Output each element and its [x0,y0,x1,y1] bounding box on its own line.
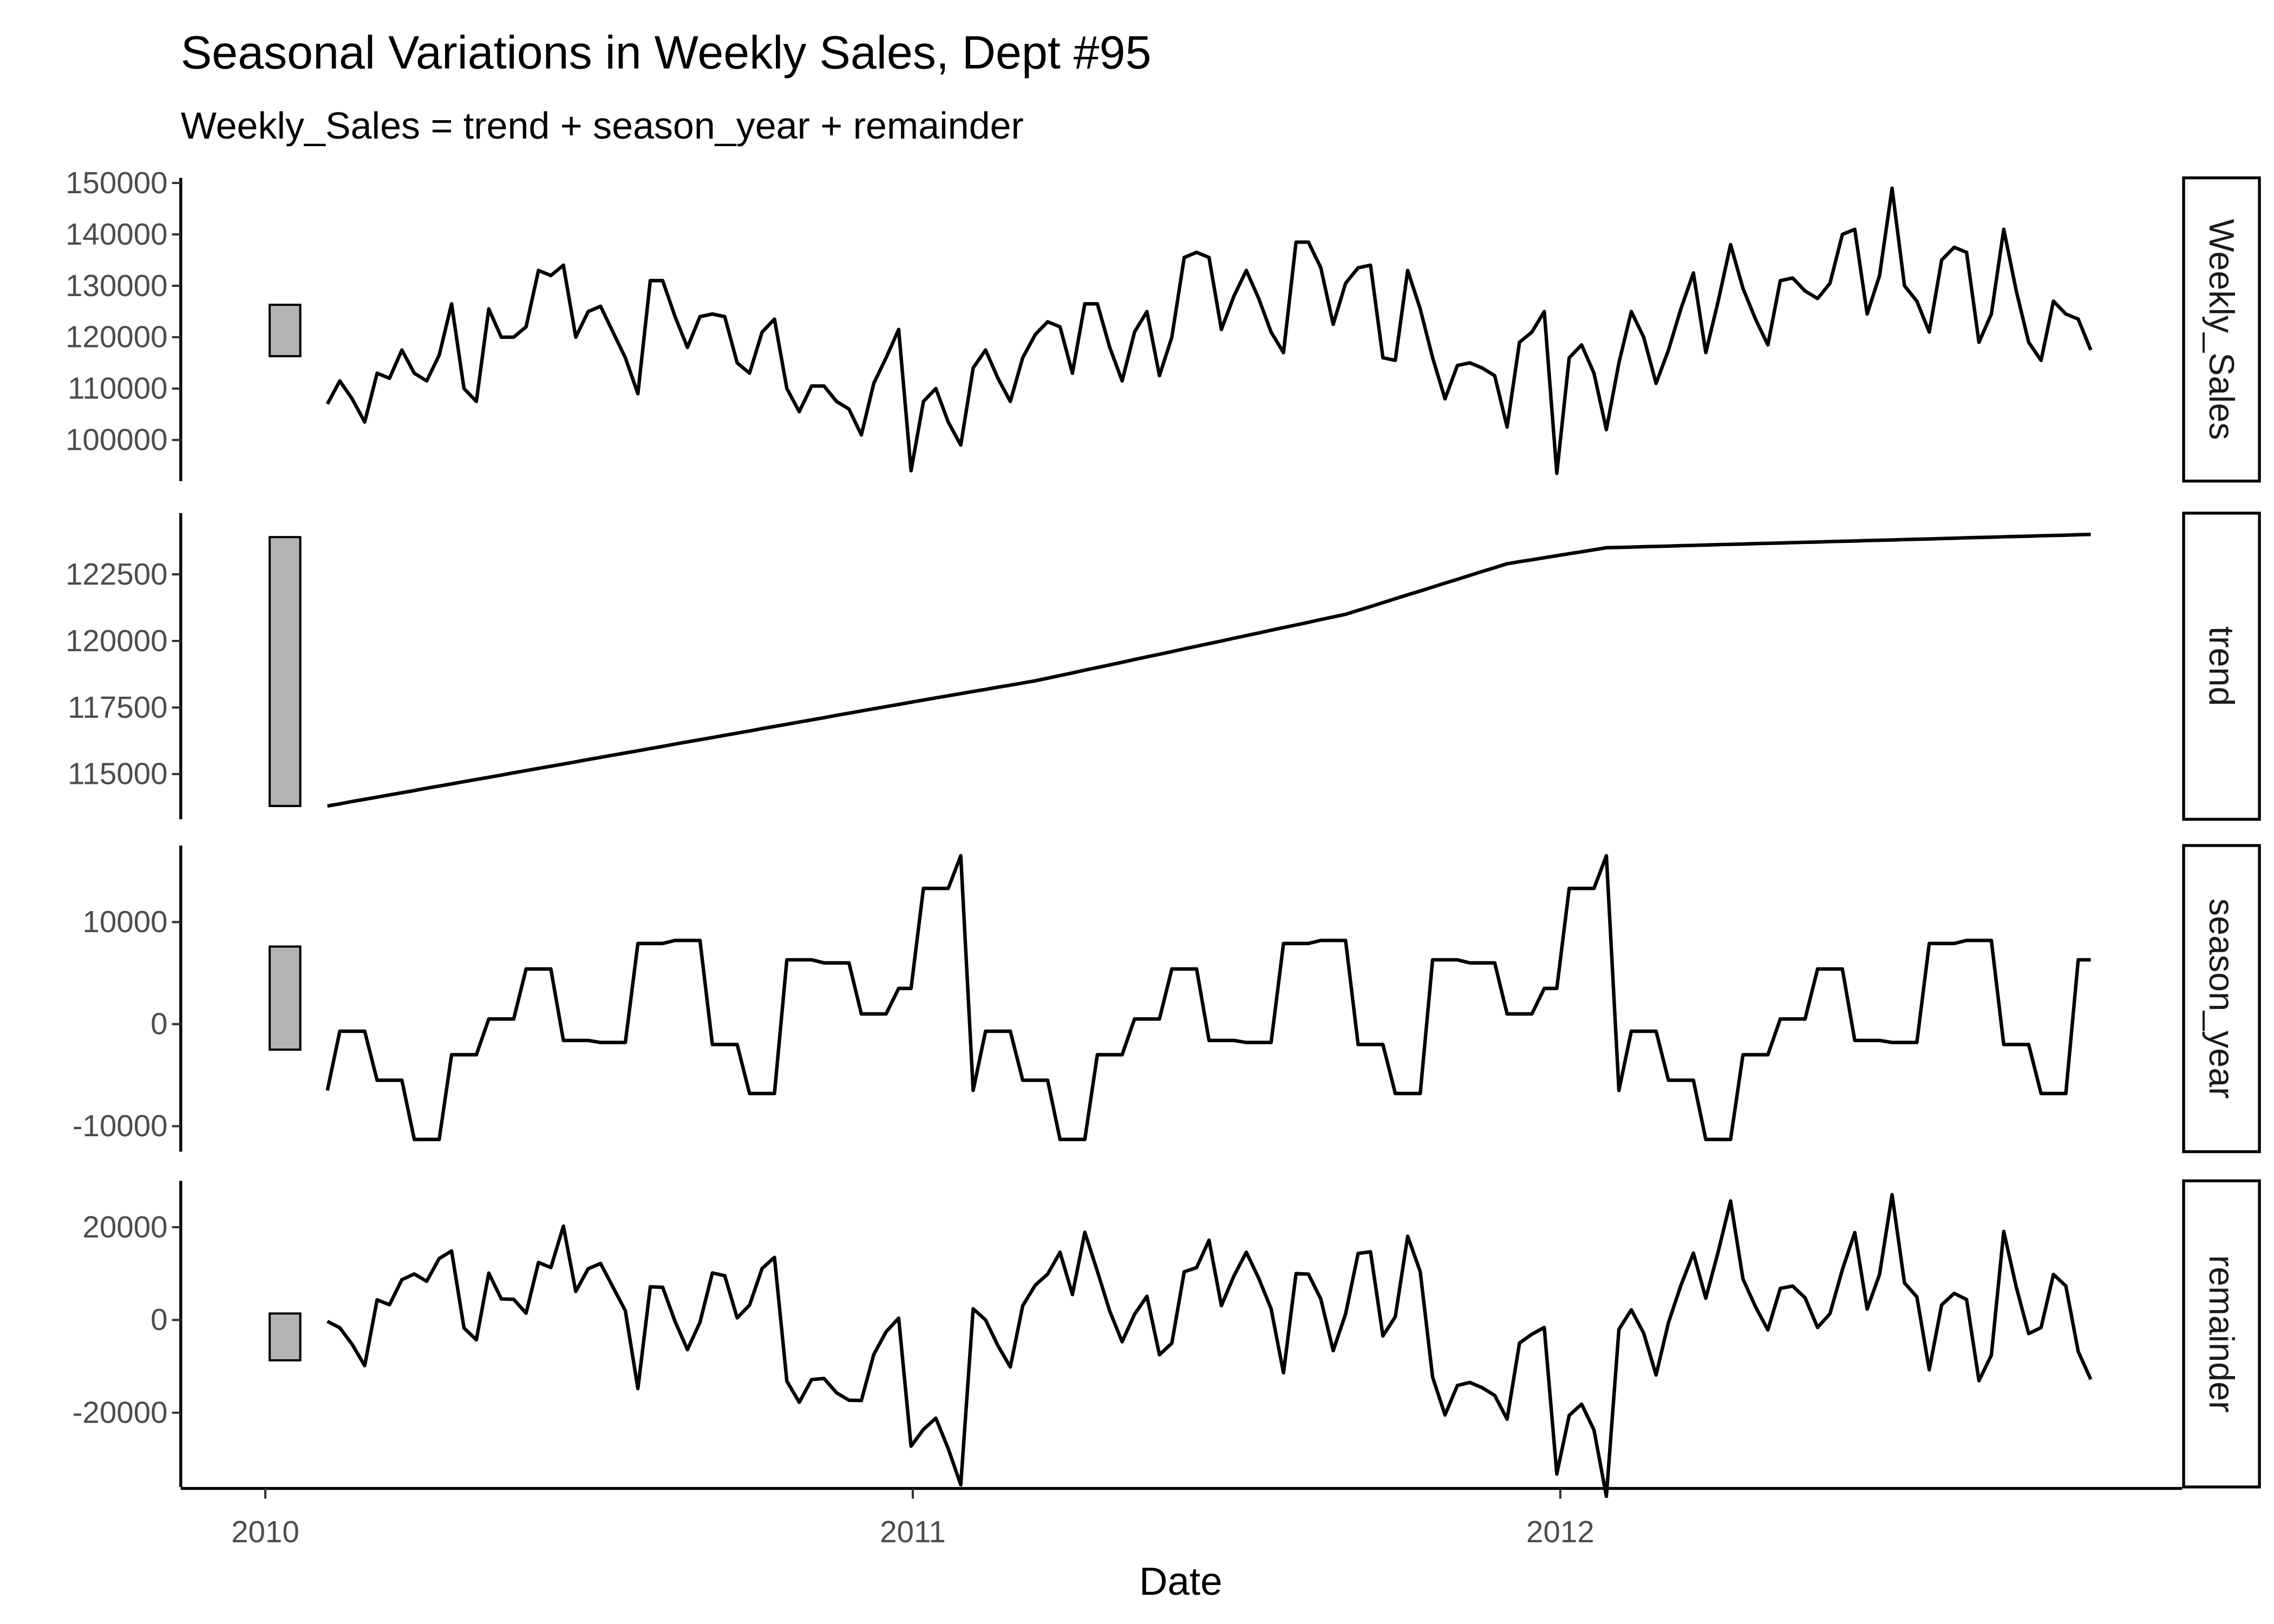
y-tick-label: 117500 [68,690,167,724]
y-tick-label: 120000 [66,624,168,658]
facet-strip-label: Weekly_Sales [2202,219,2241,440]
y-tick-label: 120000 [66,320,168,354]
y-tick-label: 115000 [68,757,167,791]
y-tick-label: 122500 [66,557,168,591]
y-tick-label: 110000 [68,371,167,405]
panel-trend: 115000 117500 120000 122500 trend [66,512,2261,821]
y-tick-label: 0 [151,1302,167,1337]
facet-strip-label: trend [2202,626,2241,706]
y-tick-label: 0 [151,1007,167,1041]
facet-strip [2182,176,2261,483]
series-line-season-year [325,854,2091,1142]
facet-strip [2182,1179,2261,1489]
panel-season-year: -10000 0 10000 season_year [73,844,2261,1154]
chart-subtitle: Weekly_Sales = trend + season_year + rem… [181,104,1024,147]
facet-strip-label: remainder [2202,1255,2241,1413]
scale-bar [269,304,302,358]
y-tick-label: 140000 [66,217,168,251]
y-tick-label: -10000 [73,1109,168,1143]
series-line-trend [327,533,2091,808]
y-tick-label: 130000 [66,269,168,303]
facet-strip [2182,512,2261,821]
x-axis: 2010 2011 2012 [180,1487,2182,1549]
facet-strip-label: season_year [2202,899,2241,1099]
panel-weekly-sales: 100000 110000 120000 130000 140000 150000 Week… [66,166,2261,483]
facet-strip [2182,844,2261,1154]
y-tick-label: -20000 [73,1396,168,1430]
chart-title: Seasonal Variations in Weekly Sales, Dep… [181,27,1152,79]
scale-bar [269,536,302,807]
y-tick-label: 150000 [66,166,168,200]
x-axis-label: Date [1139,1560,1223,1603]
series-line-weekly-sales [325,186,2093,475]
scale-bar [269,1312,302,1361]
y-tick-label: 20000 [82,1210,167,1244]
y-tick-label: 10000 [82,905,167,939]
x-tick-label: 2012 [1526,1515,1595,1549]
series-line-remainder [326,1193,2093,1498]
x-tick-label: 2011 [880,1515,946,1549]
y-tick-label: 100000 [66,423,168,457]
x-tick-label: 2010 [231,1515,299,1549]
panel-remainder: -20000 0 20000 remainder [73,1179,2261,1498]
scale-bar [269,945,302,1051]
